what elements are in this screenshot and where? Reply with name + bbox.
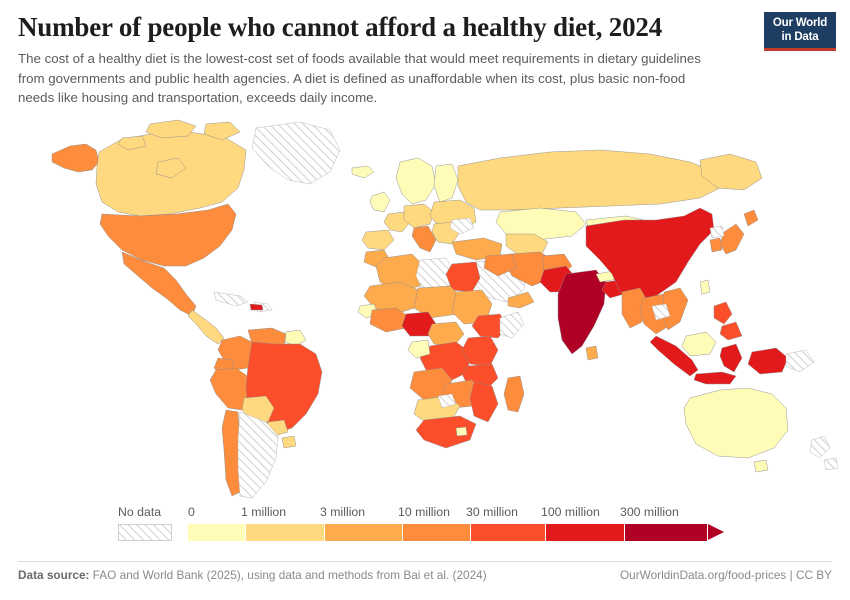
country-taiwan[interactable] — [699, 279, 711, 295]
legend-no-data-swatch[interactable] — [118, 524, 172, 541]
world-map-svg[interactable] — [0, 110, 850, 500]
chart-footer: Data source: FAO and World Bank (2025), … — [18, 568, 832, 590]
country-cameroon-car[interactable] — [427, 321, 465, 347]
country-laos-gap[interactable] — [651, 303, 671, 321]
country-canada-arctic-isles[interactable] — [117, 119, 241, 151]
country-papua-new-guinea[interactable] — [785, 349, 815, 373]
country-yemen-oman[interactable] — [507, 291, 535, 309]
chart-header: Number of people who cannot afford a hea… — [18, 12, 832, 107]
legend-tick-1: 1 million — [241, 505, 287, 519]
country-canada[interactable] — [95, 131, 247, 217]
country-mozambique[interactable] — [469, 381, 499, 423]
country-madagascar[interactable] — [503, 375, 525, 413]
logo-line-1: Our World — [772, 17, 828, 29]
map-countries[interactable] — [51, 119, 839, 499]
country-china[interactable] — [585, 207, 715, 301]
country-iraq-syria[interactable] — [483, 253, 517, 277]
legend-tick-labels: No data 0 1 million 3 million 10 million… — [0, 505, 850, 522]
logo-accent-bar — [764, 48, 836, 52]
legend-tick-0: 0 — [188, 505, 195, 519]
legend-tick-5: 100 million — [541, 505, 600, 519]
our-world-in-data-logo[interactable]: Our World in Data — [764, 12, 836, 52]
legend-bin-6[interactable] — [625, 524, 708, 541]
country-cuba-caribbean[interactable] — [213, 291, 273, 313]
country-india[interactable] — [557, 269, 607, 355]
country-iceland[interactable] — [351, 165, 375, 179]
license-link[interactable]: OurWorldinData.org/food-prices | CC BY — [620, 568, 832, 582]
country-russia-far-east[interactable] — [699, 153, 763, 191]
country-malaysia-borneo[interactable] — [681, 331, 717, 357]
country-romania[interactable] — [449, 217, 475, 235]
country-mauritania-mali[interactable] — [363, 281, 421, 315]
country-philippines[interactable] — [713, 301, 743, 341]
country-sri-lanka[interactable] — [585, 345, 599, 361]
country-indonesia-java[interactable] — [693, 371, 737, 385]
country-kazakhstan[interactable] — [495, 207, 587, 241]
country-central-america[interactable] — [187, 309, 225, 345]
country-italy[interactable] — [411, 225, 437, 253]
legend-tick-3: 10 million — [398, 505, 450, 519]
country-somalia[interactable] — [499, 311, 525, 339]
chart-subtitle: The cost of a healthy diet is the lowest… — [18, 51, 701, 106]
country-scandinavia[interactable] — [395, 157, 437, 205]
page-title: Number of people who cannot afford a hea… — [18, 12, 663, 42]
country-japan[interactable] — [719, 209, 759, 255]
country-gabon-congo[interactable] — [407, 339, 431, 359]
country-united-states[interactable] — [99, 203, 237, 267]
legend-bin-0[interactable] — [188, 524, 246, 541]
legend-bin-1[interactable] — [246, 524, 325, 541]
country-north-korea[interactable] — [709, 225, 725, 239]
country-uruguay[interactable] — [281, 435, 297, 449]
country-finland-baltics[interactable] — [433, 163, 459, 203]
legend-gradient-ramp[interactable] — [188, 524, 724, 541]
legend-bin-3[interactable] — [403, 524, 471, 541]
data-source: Data source: FAO and World Bank (2025), … — [18, 568, 487, 582]
country-alaska[interactable] — [51, 143, 100, 173]
country-germany-central-europe[interactable] — [403, 203, 435, 229]
country-greenland[interactable] — [251, 121, 341, 185]
legend-tick-2: 3 million — [320, 505, 366, 519]
no-data-hatch — [119, 525, 171, 540]
legend-bin-2[interactable] — [325, 524, 403, 541]
country-new-zealand[interactable] — [809, 435, 839, 471]
world-map[interactable] — [0, 110, 850, 500]
country-indonesia-sulawesi[interactable] — [719, 343, 743, 373]
country-zimbabwe-gap[interactable] — [437, 393, 457, 409]
legend-bin-5[interactable] — [546, 524, 625, 541]
country-iberia[interactable] — [361, 229, 395, 251]
country-indonesia-sumatra[interactable] — [649, 335, 699, 377]
legend-no-data-label: No data — [118, 505, 162, 519]
footer-divider — [18, 561, 832, 562]
country-uk-ireland[interactable] — [369, 191, 391, 213]
legend-bin-4[interactable] — [471, 524, 546, 541]
country-russia[interactable] — [457, 149, 725, 211]
country-tasmania[interactable] — [753, 459, 769, 473]
country-argentina[interactable] — [237, 411, 279, 499]
country-lesotho[interactable] — [455, 426, 468, 437]
country-myanmar[interactable] — [621, 287, 649, 329]
country-australia[interactable] — [683, 387, 789, 459]
country-south-africa[interactable] — [415, 415, 477, 449]
country-ethiopia[interactable] — [471, 313, 509, 339]
data-source-text: FAO and World Bank (2025), using data an… — [92, 568, 487, 582]
legend-tick-4: 30 million — [466, 505, 518, 519]
legend-tick-6: 300 million — [620, 505, 679, 519]
country-hispaniola[interactable] — [249, 303, 264, 311]
country-guyanas[interactable] — [284, 329, 307, 347]
logo-line-2: in Data — [781, 30, 819, 43]
country-south-korea[interactable] — [709, 237, 723, 253]
legend-color-bar[interactable] — [0, 524, 850, 541]
country-indonesia-papua[interactable] — [747, 347, 789, 375]
legend-open-ended-arrow — [708, 524, 724, 540]
data-source-label: Data source: — [18, 568, 90, 582]
map-legend: No data 0 1 million 3 million 10 million… — [0, 505, 850, 553]
